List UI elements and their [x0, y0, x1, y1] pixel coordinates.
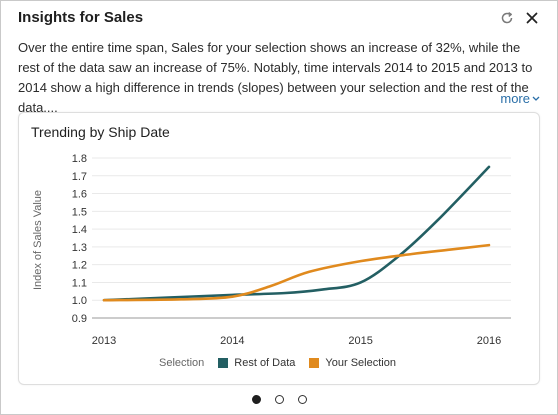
series-line-rest-of-data — [102, 165, 491, 302]
page-dot[interactable] — [251, 395, 261, 404]
legend-label: Rest of Data — [234, 357, 296, 369]
x-tick-label: 2015 — [348, 335, 372, 347]
x-tick-label: 2014 — [220, 335, 244, 347]
chart-title: Trending by Ship Date — [31, 124, 170, 140]
x-tick-label: 2016 — [477, 335, 501, 347]
y-axis-label: Index of Sales Value — [32, 190, 44, 290]
y-tick-label: 1.7 — [72, 171, 87, 183]
chart-legend: Selection Rest of Data Your Selection — [159, 357, 410, 369]
legend-item-your-selection[interactable]: Your Selection — [309, 357, 396, 369]
insight-summary: Over the entire time span, Sales for you… — [18, 40, 533, 115]
page-indicator — [1, 395, 557, 404]
page-dot[interactable] — [297, 395, 307, 404]
chevron-down-icon — [532, 96, 540, 101]
y-tick-label: 1.6 — [72, 189, 87, 201]
line-chart: 0.9 1.0 1.1 1.2 1.3 1.4 1.5 1.6 1.7 1.8 2013 2014 20… — [32, 153, 511, 347]
y-tick-label: 1.3 — [72, 242, 87, 254]
more-link[interactable]: more — [500, 91, 540, 106]
refresh-icon — [501, 11, 513, 24]
panel-title: Insights for Sales — [18, 9, 144, 26]
y-tick-label: 1.1 — [72, 277, 87, 289]
y-tick-label: 1.2 — [72, 260, 87, 272]
y-tick-label: 1.5 — [72, 206, 87, 218]
chart-card: Trending by Ship Date 0.9 1.0 1.1 1.2 1.3 1.4… — [18, 112, 540, 385]
legend-title: Selection — [159, 357, 205, 369]
page-dot[interactable] — [274, 395, 284, 404]
y-tick-label: 1.4 — [72, 224, 87, 236]
legend-item-rest-of-data[interactable]: Rest of Data — [218, 357, 295, 369]
y-tick-label: 1.8 — [72, 153, 87, 165]
more-label: more — [500, 91, 530, 106]
close-icon — [526, 12, 538, 24]
close-button[interactable] — [523, 9, 541, 27]
y-tick-label: 0.9 — [72, 313, 87, 325]
legend-swatch — [218, 358, 229, 368]
legend-swatch — [309, 358, 320, 368]
refresh-button[interactable] — [498, 9, 516, 27]
y-tick-label: 1.0 — [72, 295, 87, 307]
x-tick-label: 2013 — [92, 335, 116, 347]
series-line-your-selection — [102, 243, 491, 302]
legend-label: Your Selection — [325, 357, 396, 369]
